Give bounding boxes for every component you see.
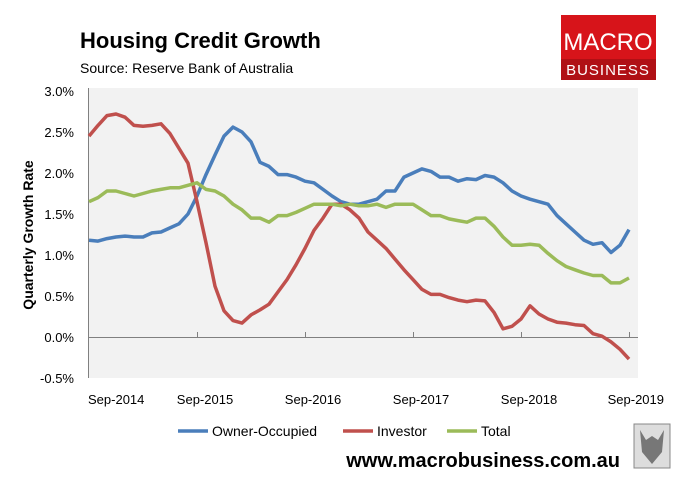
y-tick-label: 0.0% [44, 330, 74, 345]
wolf-logo-icon [633, 423, 671, 469]
logo-bottom-text: BUSINESS [566, 62, 650, 79]
legend: Owner-Occupied Investor Total [178, 423, 511, 439]
series-line-total [88, 181, 630, 285]
y-tick-label: 1.0% [44, 248, 74, 263]
legend-label: Total [481, 423, 511, 439]
x-tick-label: Sep-2019 [608, 392, 664, 407]
y-tick-label: 2.5% [44, 125, 74, 140]
legend-label: Owner-Occupied [212, 423, 317, 439]
y-tick-label: 2.0% [44, 166, 74, 181]
series-line-investor [87, 112, 631, 361]
legend-label: Investor [377, 423, 427, 439]
y-axis-label: Quarterly Growth Rate [20, 160, 36, 310]
logo-top-text: MACRO [563, 29, 652, 56]
website-url: www.macrobusiness.com.au [345, 450, 620, 472]
y-tick-label: 0.5% [44, 289, 74, 304]
x-tick-label: Sep-2016 [285, 392, 341, 407]
y-tick-label: 3.0% [44, 84, 74, 99]
macrobusiness-logo: MACRO BUSINESS [561, 15, 656, 80]
x-tick-label: Sep-2017 [393, 392, 449, 407]
plot-area [88, 88, 638, 378]
x-tick-label: Sep-2018 [501, 392, 557, 407]
y-tick-label: 1.5% [44, 207, 74, 222]
y-tick-label: -0.5% [40, 371, 74, 386]
x-tick-label: Sep-2014 [88, 392, 144, 407]
chart-title: Housing Credit Growth [80, 28, 321, 53]
chart-subtitle: Source: Reserve Bank of Australia [80, 60, 293, 76]
x-tick-label: Sep-2015 [177, 392, 233, 407]
